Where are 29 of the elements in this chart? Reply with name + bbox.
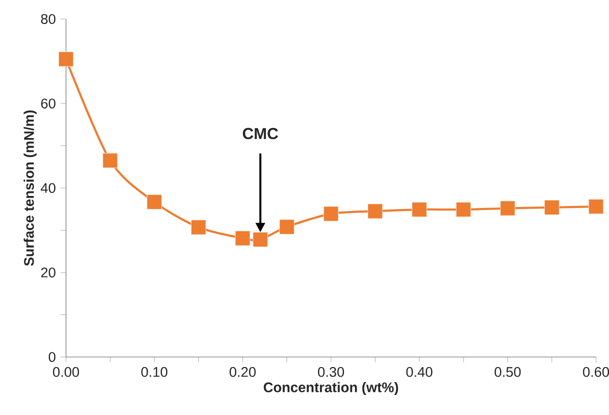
- annotation: CMC: [242, 128, 278, 140]
- point: [279, 219, 294, 234]
- y-tick-label: 0: [48, 352, 56, 362]
- point: [235, 230, 250, 246]
- point: [588, 199, 604, 214]
- y-tick-label: 60: [41, 98, 56, 108]
- point: [190, 220, 206, 235]
- y-tick-label: 80: [41, 14, 56, 24]
- point: [544, 200, 560, 215]
- x-tick-label: 0.60: [582, 367, 609, 377]
- point: [323, 206, 339, 222]
- x-tick-label: 0.20: [230, 367, 256, 377]
- x-axis-title: Concentration (wt%): [264, 382, 398, 396]
- x-tick-label: 0.10: [141, 367, 168, 377]
- point: [368, 204, 383, 219]
- point: [252, 232, 268, 248]
- point: [412, 202, 427, 218]
- point: [500, 200, 516, 216]
- x-tick-label: 0.30: [318, 367, 344, 377]
- y-tick-label: 20: [41, 268, 56, 278]
- point: [58, 52, 74, 67]
- point: [456, 202, 472, 218]
- y-tick-label: 40: [40, 183, 56, 193]
- x-tick-label: 0.00: [52, 367, 80, 377]
- y-axis-title: Surface tension (mN/m): [24, 110, 37, 266]
- point: [102, 153, 118, 168]
- x-tick-label: 0.50: [494, 367, 521, 377]
- x-tick-label: 0.40: [406, 367, 432, 377]
- point: [146, 194, 162, 210]
